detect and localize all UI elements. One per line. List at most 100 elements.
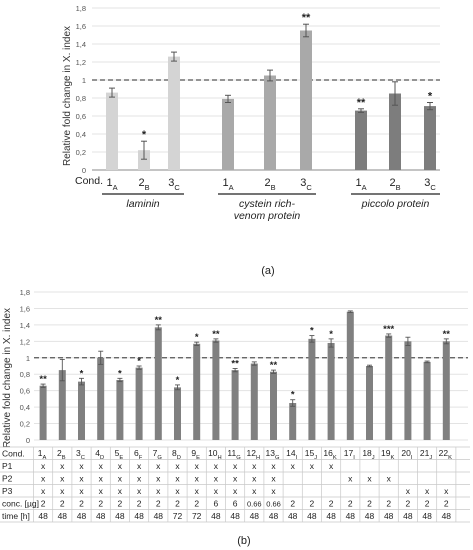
panel-b-bar — [116, 379, 124, 440]
panel-b-condition-label-subscript: H — [218, 455, 222, 461]
panel-a-bar — [222, 98, 234, 170]
panel-b-table-cell: 0.66 — [266, 500, 281, 509]
panel-b-condition-label: 8D — [172, 448, 181, 461]
panel-b-bars — [39, 311, 450, 440]
panel-b-table-cell: x — [214, 474, 219, 484]
panel-b-error-bar — [290, 399, 296, 407]
panel-a-group-label-line: cystein rich- — [239, 198, 296, 210]
panel-a-bar — [355, 110, 367, 170]
panel-b-condition-label: 22K — [439, 448, 452, 461]
panel-b-table-cell: x — [99, 486, 104, 496]
panel-b-condition-label-subscript: K — [448, 455, 452, 461]
panel-b-table-cell: 48 — [307, 511, 317, 521]
panel-b-table-cell: 48 — [442, 511, 452, 521]
panel-b-table-row-label: P1 — [2, 461, 13, 471]
panel-b-table-cell: 2 — [290, 499, 295, 509]
panel-a-y-tick-label: 0 — [82, 166, 86, 175]
panel-b-bar — [366, 366, 373, 440]
panel-b-table-cell: x — [137, 474, 142, 484]
panel-a-condition-label: 2B — [264, 177, 275, 192]
panel-b-condition-label-subscript: I — [353, 455, 355, 461]
panel-b-condition-label-number: 2 — [57, 448, 62, 458]
panel-a-y-tick-label: 1,2 — [76, 58, 86, 67]
panel-b-condition-label-number: 17 — [344, 448, 354, 458]
panel-b-significance-label: * — [80, 368, 84, 379]
panel-b-error-bar — [347, 310, 353, 314]
panel-b-bar — [135, 367, 143, 440]
panel-b-condition-label-subscript: J — [314, 455, 317, 461]
panel-b-condition-label-subscript: G — [275, 455, 280, 461]
panel-b-condition-label-number: 13 — [266, 448, 276, 458]
panel-b-error-bar — [271, 369, 276, 374]
panel-b-table-cell: x — [175, 474, 180, 484]
panel-b-cond-label: Cond. — [2, 449, 25, 459]
panel-b-significance-label: ** — [39, 374, 47, 385]
panel-b-condition-label-subscript: B — [62, 455, 66, 461]
panel-b-condition-label: 12H — [246, 448, 260, 461]
panel-b-table-cell: 72 — [192, 511, 202, 521]
panel-a-error-bar — [392, 81, 398, 106]
panel-b-significance-label: ** — [270, 360, 278, 371]
panel-a-group-label-line: piccolo protein — [361, 198, 430, 210]
panel-a-y-tick-label: 0,6 — [76, 112, 86, 121]
panel-b-table-cell: 2 — [310, 499, 315, 509]
panel-b-bar — [423, 361, 431, 440]
panel-a-condition-label-subscript: C — [306, 183, 312, 192]
panel-b-condition-label-number: 5 — [115, 448, 120, 458]
panel-b-table-cell: x — [79, 461, 84, 471]
panel-b-bar — [97, 357, 105, 440]
panel-a-condition-label-number: 1 — [106, 177, 112, 189]
panel-a-group-label-line: venom protein — [234, 210, 301, 222]
panel-a-condition-label-subscript: A — [229, 183, 234, 192]
panel-b-table-cell: x — [367, 474, 372, 484]
panel-b-condition-label-subscript: G — [236, 455, 241, 461]
panel-b-bar — [289, 403, 297, 440]
panel-b-table-cell: 2 — [156, 499, 161, 509]
panel-b-table-cell: 48 — [326, 511, 336, 521]
panel-b-table-cell: 72 — [173, 511, 183, 521]
panel-a-condition-label: 1A — [106, 177, 117, 192]
panel-b-table-cell: x — [271, 474, 276, 484]
panel-b-table-cell: x — [252, 486, 257, 496]
panel-b-condition-label-subscript: D — [177, 455, 181, 461]
panel-b-condition-label: 20I — [401, 448, 412, 461]
panel-a-condition-label-subscript: C — [174, 183, 180, 192]
panel-a-condition-label: 1A — [355, 177, 366, 192]
panel-b-error-bar — [232, 368, 238, 373]
panel-b-condition-label-subscript: A — [43, 455, 47, 461]
panel-a-bar — [300, 30, 312, 170]
panel-b-bar — [154, 327, 162, 440]
panel-a-cond-label: Cond. — [75, 175, 103, 187]
panel-b-error-bars — [40, 310, 449, 407]
panel-b-bar — [193, 343, 201, 440]
panel-b-table-cell: 2 — [329, 499, 334, 509]
panel-b-table-cell: x — [41, 474, 46, 484]
panel-a-bar — [168, 56, 180, 170]
panel-b-significance-label: * — [195, 332, 199, 343]
panel-b-condition-label: 19K — [381, 448, 394, 461]
panel-b-table-row-label: time [h] — [2, 511, 30, 521]
panel-a-y-tick-label: 0,8 — [76, 94, 86, 103]
panel-b-table-cell: x — [387, 474, 392, 484]
panel-b-table-cell: x — [195, 486, 200, 496]
panel-b-table-cell: 2 — [175, 499, 180, 509]
panel-b-y-tick-label: 1,6 — [20, 304, 30, 313]
panel-a-error-bar — [427, 102, 433, 111]
panel-b-bar — [270, 371, 277, 440]
panel-b-table-cell: x — [195, 474, 200, 484]
panel-b-condition-label: 11G — [227, 448, 241, 461]
panel-a-condition-label-number: 3 — [300, 177, 306, 189]
panel-b-bar — [58, 370, 66, 440]
panel-b-table-cell: x — [195, 461, 200, 471]
panel-b-label: (b) — [237, 535, 250, 547]
panel-b-table-cell: x — [406, 486, 411, 496]
panel-b-condition-label-number: 22 — [439, 448, 449, 458]
panel-b-error-bar — [386, 333, 392, 338]
panel-b-table-row-label: conc. [µg] — [2, 499, 39, 509]
panel-b-error-bar — [40, 383, 46, 388]
panel-b-table-cell: x — [99, 461, 104, 471]
panel-a-y-tick-label: 1 — [82, 76, 86, 85]
panel-a-error-bar — [267, 69, 273, 82]
panel-b-condition-label-subscript: E — [196, 455, 200, 461]
